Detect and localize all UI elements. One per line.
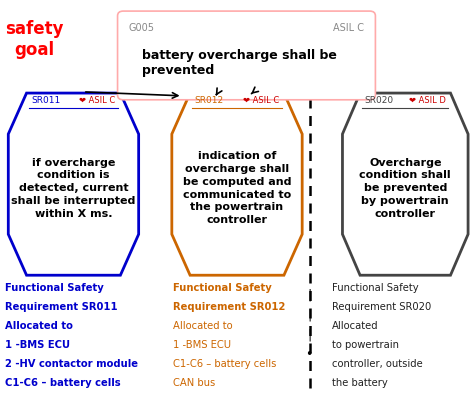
Text: SR012: SR012	[195, 96, 224, 105]
Text: Functional Safety: Functional Safety	[173, 283, 272, 293]
FancyBboxPatch shape	[118, 11, 375, 100]
Polygon shape	[8, 93, 138, 275]
Text: controller, outside: controller, outside	[332, 359, 422, 369]
Text: •: •	[305, 348, 313, 361]
Text: |: |	[307, 289, 311, 301]
Text: ❤ ASIL D: ❤ ASIL D	[409, 96, 446, 105]
Text: SR020: SR020	[365, 96, 394, 105]
Text: ❤ ASIL C: ❤ ASIL C	[80, 96, 116, 105]
Text: the battery: the battery	[332, 378, 388, 388]
Text: 1 -BMS ECU: 1 -BMS ECU	[173, 340, 231, 350]
Text: G005: G005	[129, 23, 155, 33]
Text: Allocated to: Allocated to	[5, 321, 73, 331]
Text: Requirement SR012: Requirement SR012	[173, 302, 285, 312]
Text: if overcharge
condition is
detected, current
shall be interrupted
within X ms.: if overcharge condition is detected, cur…	[11, 158, 136, 219]
Text: 2 -HV contactor module: 2 -HV contactor module	[5, 359, 138, 369]
Polygon shape	[342, 93, 468, 275]
Text: Requirement SR020: Requirement SR020	[332, 302, 431, 312]
Text: battery overcharge shall be
prevented: battery overcharge shall be prevented	[142, 50, 337, 77]
Text: |: |	[307, 328, 311, 341]
Text: ASIL C: ASIL C	[333, 23, 364, 33]
Text: Requirement SR011: Requirement SR011	[5, 302, 118, 312]
Text: C1-C6 – battery cells: C1-C6 – battery cells	[173, 359, 276, 369]
Polygon shape	[172, 93, 302, 275]
Text: Functional Safety: Functional Safety	[5, 283, 103, 293]
Text: to powertrain: to powertrain	[332, 340, 399, 350]
Text: CAN bus: CAN bus	[173, 378, 215, 388]
Text: Allocated: Allocated	[332, 321, 378, 331]
Text: Allocated to: Allocated to	[173, 321, 233, 331]
Text: Overcharge
condition shall
be prevented
by powertrain
controller: Overcharge condition shall be prevented …	[359, 158, 451, 219]
Text: 1 -BMS ECU: 1 -BMS ECU	[5, 340, 70, 350]
Text: SR011: SR011	[31, 96, 61, 105]
Text: |: |	[307, 308, 311, 321]
Text: indication of
overcharge shall
be computed and
communicated to
the powertrain
co: indication of overcharge shall be comput…	[183, 151, 291, 225]
Text: Functional Safety: Functional Safety	[332, 283, 419, 293]
Text: ❤ ASIL C: ❤ ASIL C	[243, 96, 279, 105]
Text: C1-C6 – battery cells: C1-C6 – battery cells	[5, 378, 120, 388]
Text: safety
goal: safety goal	[5, 20, 63, 59]
